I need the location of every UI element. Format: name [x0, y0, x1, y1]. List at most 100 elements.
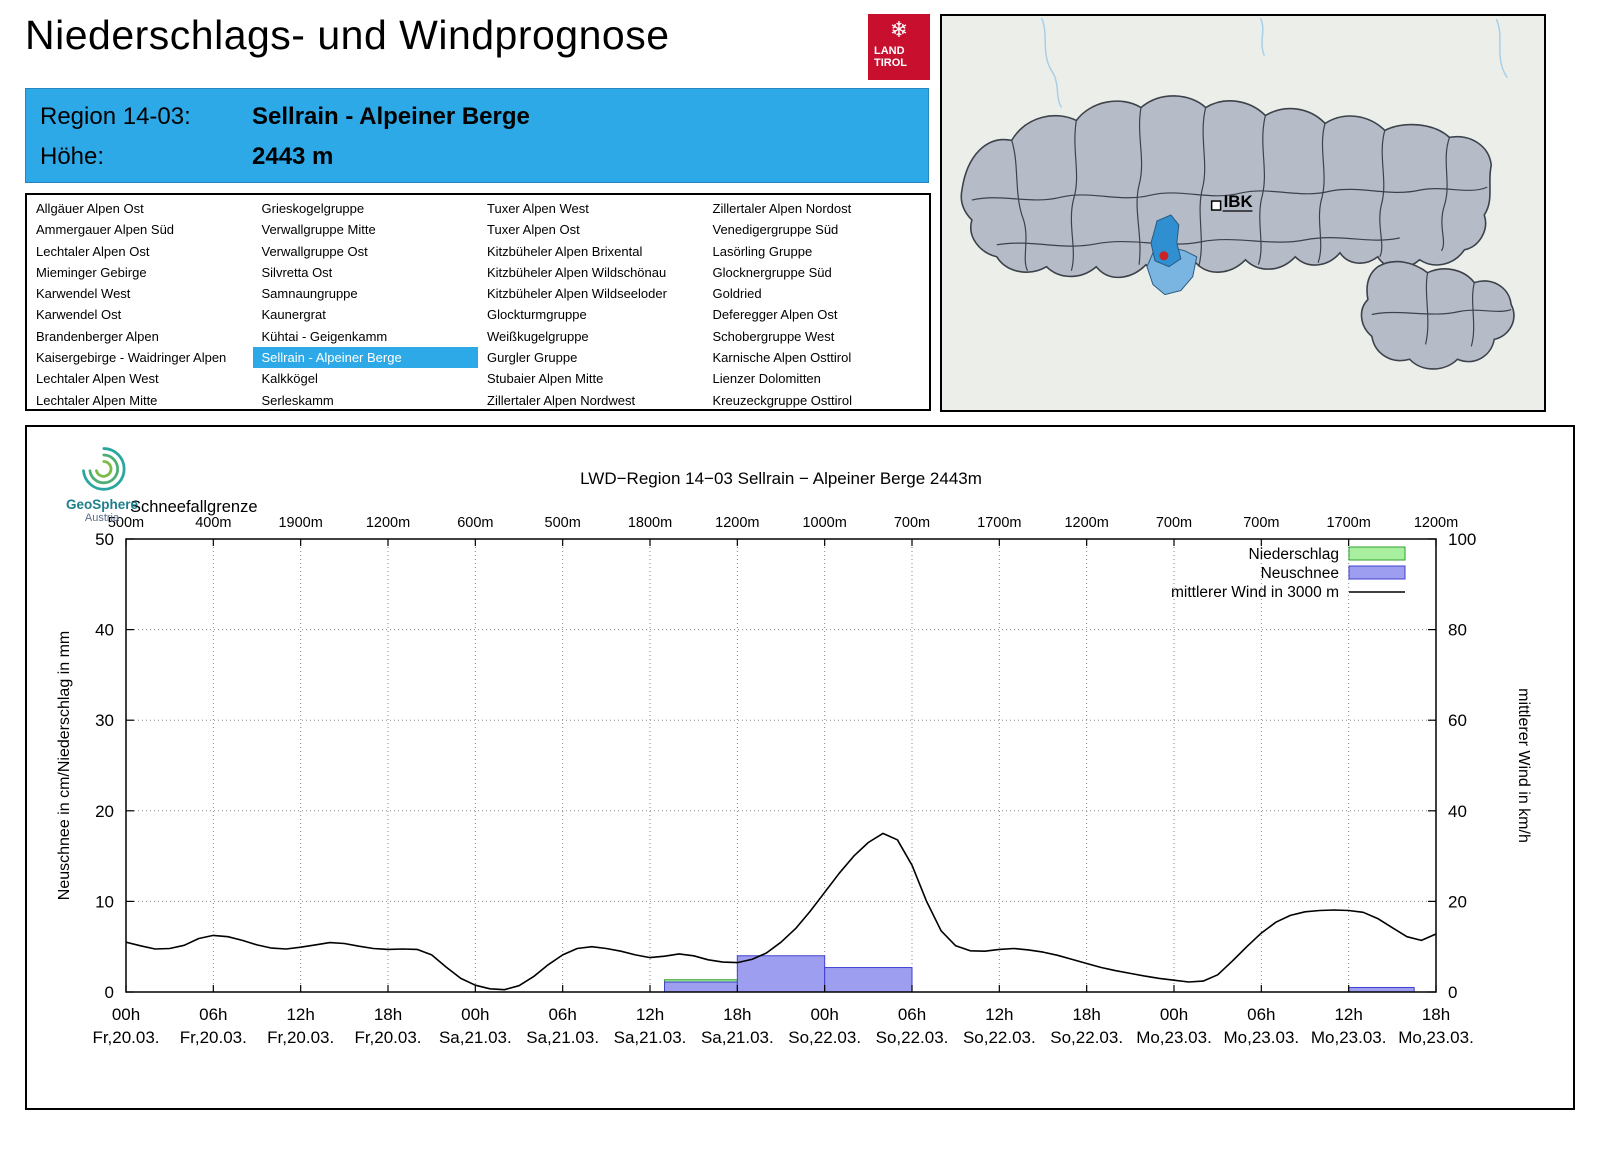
x-tick-hour: 06h — [1247, 1005, 1275, 1024]
region-list-item[interactable]: Karwendel Ost — [36, 307, 122, 323]
y-left-tick: 20 — [95, 802, 114, 821]
region-list-item[interactable]: Glockturmgruppe — [487, 307, 587, 323]
region-list-item[interactable]: Silvretta Ost — [261, 264, 333, 280]
geosphere-sub: Austria — [84, 512, 120, 524]
y-left-tick: 10 — [95, 892, 114, 911]
region-list-item[interactable]: Kaisergebirge - Waidringer Alpen — [36, 350, 227, 366]
y-left-tick: 0 — [105, 983, 114, 1002]
region-list-item[interactable]: Lienzer Dolomitten — [712, 371, 821, 387]
region-list-item[interactable]: Glocknergruppe Süd — [712, 264, 832, 280]
region-list-item[interactable]: Grieskogelgruppe — [261, 201, 365, 216]
legend-label: Niederschlag — [1249, 546, 1339, 563]
schneefallgrenze-value: 600m — [457, 515, 493, 531]
region-list-item[interactable]: Samnaungruppe — [261, 286, 358, 302]
map-region-north-tyrol[interactable] — [960, 95, 1493, 279]
map-region-east-tyrol[interactable] — [1360, 260, 1515, 370]
region-list-item[interactable]: Schobergruppe West — [712, 328, 835, 344]
region-list-item[interactable]: Tuxer Alpen West — [487, 201, 589, 216]
wind-line — [125, 832, 1437, 991]
region-list-item[interactable]: Karnische Alpen Osttirol — [712, 350, 852, 366]
x-tick-hour: 18h — [1072, 1005, 1100, 1024]
region-list-item[interactable]: Deferegger Alpen Ost — [712, 307, 838, 323]
region-list-item[interactable]: Brandenberger Alpen — [36, 328, 159, 344]
region-list-item[interactable]: Kaunergrat — [261, 307, 326, 323]
schneefallgrenze-label: Schneefallgrenze — [130, 498, 258, 516]
region-list-item[interactable]: Kitzbüheler Alpen Brixental — [487, 243, 643, 259]
legend-swatch — [1348, 546, 1406, 561]
city-marker-square — [1210, 200, 1222, 211]
region-list-item[interactable]: Kitzbüheler Alpen Wildseeloder — [487, 286, 667, 302]
region-list-item[interactable]: Weißkugelgruppe — [487, 328, 589, 344]
x-tick-day: So,22.03. — [788, 1028, 861, 1047]
x-tick-day: Mo,23.03. — [1136, 1028, 1212, 1047]
y-right-tick: 0 — [1448, 983, 1457, 1002]
region-list-item[interactable]: Tuxer Alpen Ost — [487, 222, 580, 238]
region-list-item[interactable]: Mieminger Gebirge — [36, 264, 147, 280]
region-list-item[interactable]: Serleskamm — [261, 392, 334, 408]
legend-swatch — [1348, 565, 1406, 580]
region-list-item[interactable]: Lechtaler Alpen Ost — [36, 243, 150, 259]
x-tick-hour: 00h — [1160, 1005, 1188, 1024]
region-list-item[interactable]: Stubaier Alpen Mitte — [487, 371, 604, 387]
x-tick-hour: 06h — [898, 1005, 926, 1024]
region-list-item[interactable]: Zillertaler Alpen Nordwest — [487, 392, 636, 408]
y-left-tick: 40 — [95, 621, 114, 640]
region-list-item[interactable]: Zillertaler Alpen Nordost — [712, 201, 852, 216]
y-left-axis-title: Neuschnee in cm/Niederschlag in mm — [56, 631, 73, 900]
schneefallgrenze-value: 1200m — [715, 515, 759, 531]
geosphere-logo: GeoSphere Austria — [57, 443, 147, 524]
region-list-item[interactable]: Kreuzeckgruppe Osttirol — [712, 392, 852, 408]
x-tick-day: Mo,23.03. — [1311, 1028, 1387, 1047]
region-list-column: Grieskogelgruppe Verwallgruppe Mitte Verwa… — [252, 198, 478, 409]
region-list-column: Allgäuer Alpen Ost Ammergauer Alpen Süd Le… — [27, 198, 253, 409]
region-list-item[interactable]: Ammergauer Alpen Süd — [36, 222, 175, 238]
x-tick-hour: 06h — [199, 1005, 227, 1024]
region-list-item[interactable]: Venedigergruppe Süd — [712, 222, 839, 238]
region-list-item[interactable]: Gurgler Gruppe — [487, 350, 578, 366]
schneefallgrenze-value: 1200m — [366, 515, 410, 531]
y-right-tick: 40 — [1448, 802, 1467, 821]
y-left-tick: 30 — [95, 711, 114, 730]
river-line — [1495, 18, 1508, 79]
schneefallgrenze-value: 500m — [108, 515, 144, 531]
schneefallgrenze-value: 1700m — [977, 515, 1021, 531]
region-list-item[interactable]: Allgäuer Alpen Ost — [36, 201, 144, 216]
x-tick-hour: 06h — [548, 1005, 576, 1024]
schneefallgrenze-value: 1000m — [802, 515, 846, 531]
schneefallgrenze-value: 700m — [894, 515, 930, 531]
region-list-item[interactable]: Verwallgruppe Ost — [261, 243, 368, 259]
x-tick-hour: 12h — [1334, 1005, 1362, 1024]
x-tick-day: Sa,21.03. — [701, 1028, 774, 1047]
region-label: Region 14-03: — [40, 103, 191, 130]
region-list-item[interactable]: Goldried — [712, 286, 762, 302]
tyrol-map[interactable]: IBK — [940, 14, 1546, 412]
region-list-item[interactable]: Kühtai - Geigenkamm — [261, 328, 388, 344]
map-region-selected[interactable] — [1150, 214, 1182, 268]
schneefallgrenze-value: 1700m — [1326, 515, 1370, 531]
schneefallgrenze-value: 1900m — [278, 515, 322, 531]
region-value: Sellrain - Alpeiner Berge — [252, 103, 530, 130]
x-tick-hour: 12h — [636, 1005, 664, 1024]
region-list-item-selected[interactable]: Sellrain - Alpeiner Berge — [252, 347, 478, 369]
region-list-item[interactable]: Verwallgruppe Mitte — [261, 222, 376, 238]
region-list-item[interactable]: Karwendel West — [36, 286, 131, 302]
region-list-item[interactable]: Kalkkögel — [261, 371, 318, 387]
region-list-item[interactable]: Lechtaler Alpen Mitte — [36, 392, 158, 408]
schneefallgrenze-value: 1200m — [1414, 515, 1458, 531]
y-right-tick: 100 — [1448, 530, 1476, 549]
y-right-axis-title: mittlerer Wind in km/h — [1515, 688, 1532, 843]
schneefallgrenze-value: 1200m — [1064, 515, 1108, 531]
region-list-item[interactable]: Lasörling Gruppe — [712, 243, 813, 259]
altitude-value: 2443 m — [252, 143, 334, 170]
x-tick-day: Fr,20.03. — [354, 1028, 421, 1047]
chart-title: LWD−Region 14−03 Sellrain − Alpeiner Ber… — [580, 469, 982, 488]
x-tick-day: So,22.03. — [1050, 1028, 1123, 1047]
river-line — [1040, 17, 1063, 108]
snowflake-icon: ❄ — [889, 17, 909, 42]
legend-label: Neuschnee — [1261, 565, 1339, 582]
region-list-item[interactable]: Lechtaler Alpen West — [36, 371, 159, 387]
geosphere-swirl-icon — [82, 447, 126, 491]
logo-line2: TIROL — [874, 57, 907, 69]
region-list-item[interactable]: Kitzbüheler Alpen Wildschönau — [487, 264, 667, 280]
